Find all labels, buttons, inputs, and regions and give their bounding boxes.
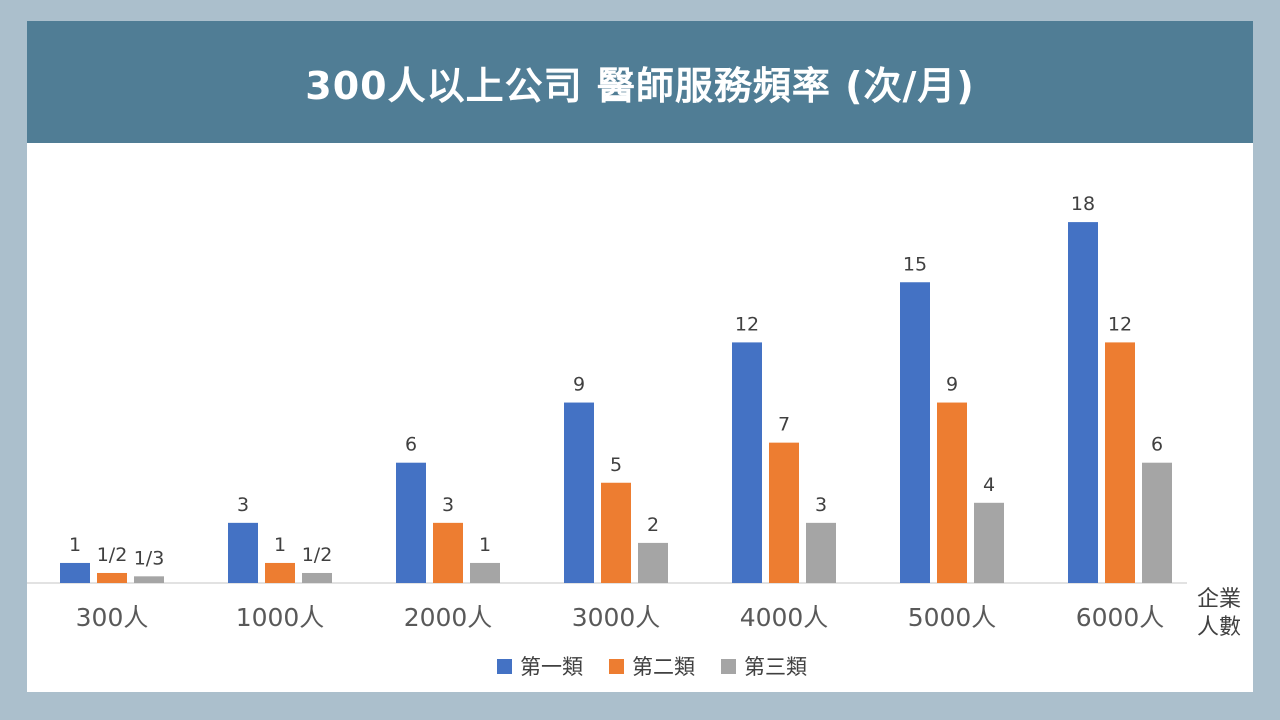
- bar-2-6: [937, 402, 967, 583]
- data-label: 7: [778, 414, 790, 436]
- legend-swatch: [497, 658, 512, 674]
- bar-2-2: [265, 562, 295, 583]
- data-label: 12: [735, 313, 759, 335]
- bar-3-1: [134, 576, 164, 583]
- bar-2-4: [601, 482, 631, 583]
- bar-3-6: [974, 502, 1004, 583]
- data-label: 2: [647, 514, 659, 536]
- category-label: 1000人: [236, 603, 325, 632]
- data-label: 6: [1151, 434, 1163, 456]
- legend-item: 第二類: [609, 651, 695, 681]
- bar-2-5: [769, 442, 799, 583]
- title-bar: 300人以上公司 醫師服務頻率 (次/月): [27, 21, 1253, 143]
- chart-title: 300人以上公司 醫師服務頻率 (次/月): [305, 63, 975, 108]
- category-label: 2000人: [404, 603, 493, 632]
- legend-swatch: [609, 658, 624, 674]
- legend-label: 第三類: [744, 655, 807, 679]
- category-label: 5000人: [908, 603, 997, 632]
- category-label: 4000人: [740, 603, 829, 632]
- data-label: 3: [237, 494, 249, 516]
- data-label: 1/3: [134, 547, 165, 569]
- data-label: 5: [610, 454, 622, 476]
- data-label: 12: [1108, 313, 1132, 335]
- bar-3-5: [806, 522, 836, 583]
- chart-frame: 300人以上公司 醫師服務頻率 (次/月) 1 1/2 1/3 300人 3 1 1/2 10…: [27, 21, 1253, 692]
- data-label: 9: [946, 374, 958, 396]
- data-label: 1: [274, 534, 286, 556]
- legend-item: 第一類: [497, 651, 583, 681]
- data-label: 15: [903, 253, 927, 275]
- data-label: 1: [69, 534, 81, 556]
- data-label: 3: [442, 494, 454, 516]
- bar-3-4: [638, 542, 668, 583]
- bar-1-7: [1068, 222, 1098, 583]
- bar-2-7: [1105, 342, 1135, 583]
- bar-2-3: [433, 522, 463, 583]
- bar-1-4: [564, 402, 594, 583]
- data-label: 3: [815, 494, 827, 516]
- bar-1-6: [900, 282, 930, 583]
- data-label: 1/2: [302, 544, 333, 566]
- bar-2-1: [97, 572, 127, 583]
- x-axis-title-line1: 企業: [1197, 587, 1241, 612]
- legend: 第一類 第二類 第三類: [497, 651, 807, 681]
- bar-1-2: [228, 522, 258, 583]
- x-axis-title-line2: 人數: [1197, 615, 1241, 640]
- data-label: 1/2: [97, 544, 128, 566]
- data-label: 1: [479, 534, 491, 556]
- legend-label: 第一類: [520, 655, 583, 679]
- legend-swatch: [721, 658, 736, 674]
- bar-chart: 1 1/2 1/3 300人 3 1 1/2 1000人 6 3 1 2000人 9 5 2 3000人 12 7…: [27, 193, 1241, 640]
- bar-1-1: [60, 562, 90, 583]
- bar-1-5: [732, 342, 762, 583]
- bar-3-7: [1142, 462, 1172, 583]
- bar-3-3: [470, 562, 500, 583]
- bar-1-3: [396, 462, 426, 583]
- data-label: 9: [573, 374, 585, 396]
- category-label: 6000人: [1076, 603, 1165, 632]
- legend-item: 第三類: [721, 651, 807, 681]
- data-label: 6: [405, 434, 417, 456]
- bar-3-2: [302, 572, 332, 583]
- legend-label: 第二類: [632, 655, 695, 679]
- category-label: 300人: [76, 603, 149, 632]
- category-label: 3000人: [572, 603, 661, 632]
- data-label: 4: [983, 474, 995, 496]
- data-label: 18: [1071, 193, 1095, 215]
